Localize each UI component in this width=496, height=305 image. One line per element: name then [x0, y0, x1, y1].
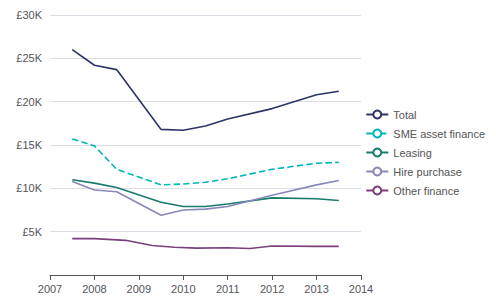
- svg-text:2014: 2014: [349, 283, 373, 295]
- svg-text:SME asset finance: SME asset finance: [393, 128, 485, 140]
- svg-text:2011: 2011: [216, 283, 240, 295]
- svg-text:Leasing: Leasing: [393, 147, 432, 159]
- svg-text:2008: 2008: [82, 283, 106, 295]
- svg-text:£25K: £25K: [16, 52, 42, 64]
- svg-text:Total: Total: [393, 109, 416, 121]
- svg-text:£30K: £30K: [16, 9, 42, 21]
- svg-text:£10K: £10K: [16, 182, 42, 194]
- svg-text:2007: 2007: [38, 283, 62, 295]
- svg-text:Other finance: Other finance: [393, 185, 459, 197]
- svg-text:Hire purchase: Hire purchase: [393, 166, 461, 178]
- svg-text:2010: 2010: [171, 283, 195, 295]
- svg-text:2009: 2009: [127, 283, 151, 295]
- svg-text:£20K: £20K: [16, 96, 42, 108]
- svg-text:£15K: £15K: [16, 139, 42, 151]
- svg-text:£5K: £5K: [22, 226, 42, 238]
- svg-text:2012: 2012: [260, 283, 284, 295]
- svg-text:2013: 2013: [304, 283, 328, 295]
